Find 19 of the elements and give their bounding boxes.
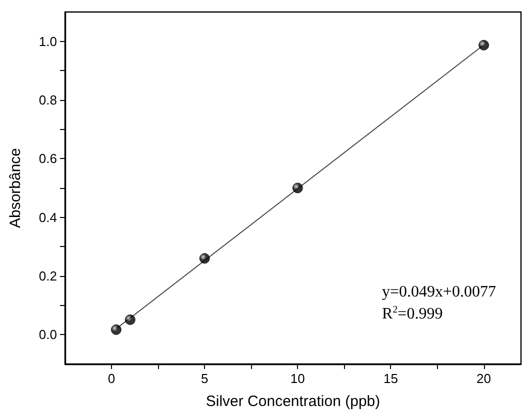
point <box>292 182 303 194</box>
x-tick-label: 10 <box>290 371 305 386</box>
y-axis-title: Absorbânce <box>7 148 24 228</box>
y-tick-label: 0.6 <box>38 151 57 166</box>
y-tick-label: 0.2 <box>38 268 57 284</box>
x-tick-label: 0 <box>108 371 116 386</box>
x-axis-title: Silver Concentration (ppb) <box>206 393 380 410</box>
y-tick-label: 0.8 <box>38 92 57 108</box>
point <box>199 253 210 264</box>
x-tick-label: 20 <box>476 371 492 386</box>
y-tick-label: 0.0 <box>38 327 57 342</box>
y-tick-label: 0.4 <box>38 210 57 225</box>
x-tick-label: 15 <box>383 371 398 386</box>
point <box>478 40 490 50</box>
x-tick-label: 5 <box>200 371 208 386</box>
point <box>124 314 136 325</box>
y-tick-label: 1.0 <box>38 34 57 49</box>
annotation: y=0.049x+0.0077 <box>382 284 496 300</box>
point <box>110 324 122 335</box>
